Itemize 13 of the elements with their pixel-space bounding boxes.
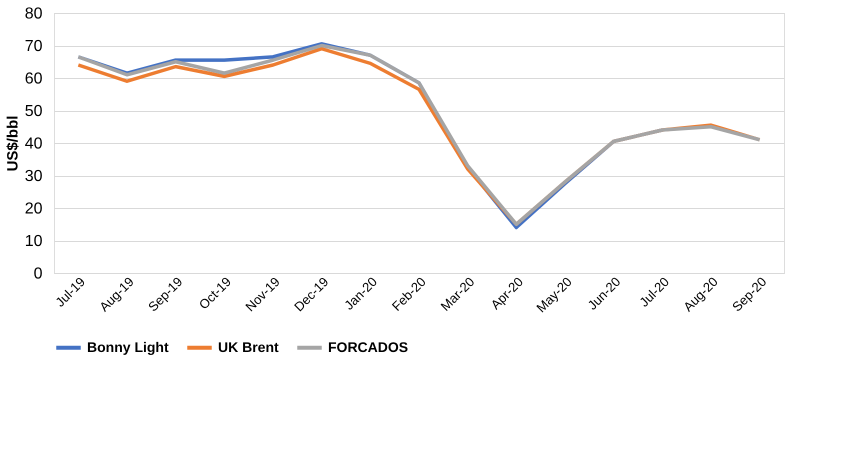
legend-label: UK Brent [218,338,280,355]
legend-label: Bonny Light [87,338,169,355]
y-tick-label: 50 [24,103,43,120]
y-tick-label: 80 [24,6,43,22]
y-axis-title: US$/bbl [4,116,22,172]
y-tick-label: 60 [24,70,43,88]
legend-label: FORCADOS [328,338,408,355]
y-tick-label: 10 [24,233,43,250]
y-tick-label: 0 [34,266,43,282]
y-tick-label: 30 [24,168,43,185]
y-tick-label: 40 [24,136,43,152]
y-tick-label: 70 [24,38,43,55]
y-tick-label: 20 [24,200,43,218]
